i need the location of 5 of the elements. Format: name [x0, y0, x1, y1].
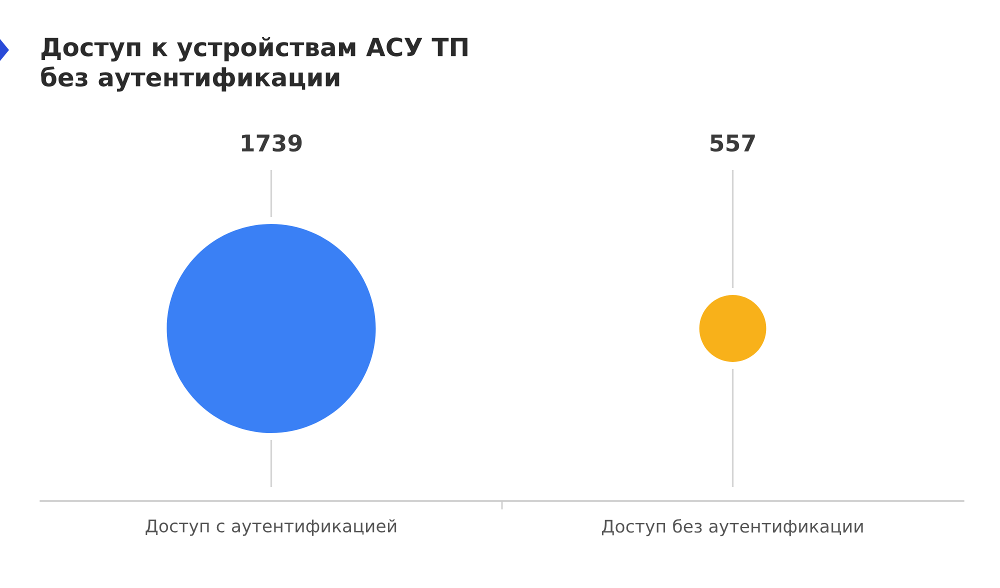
text: Доступ к устройствам АСУ ТП без аутентификации: [41, 37, 468, 92]
data-label: 557: [710, 134, 755, 152]
category-label: Доступ без аутентификации: [602, 519, 863, 536]
category-label: Доступ с аутентификацией: [146, 519, 396, 536]
data-label: 1739: [242, 134, 302, 152]
